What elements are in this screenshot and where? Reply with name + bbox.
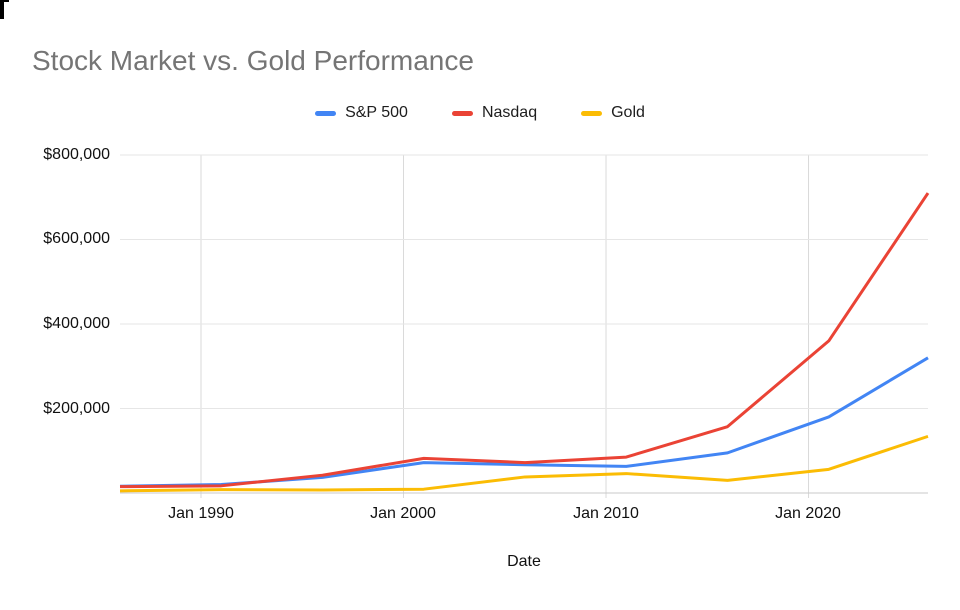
legend-swatch-gold	[581, 110, 603, 116]
x-tick-jan-2020: Jan 2020	[775, 505, 841, 522]
chart-title: Stock Market vs. Gold Performance	[32, 45, 474, 76]
series-line-gold	[119, 434, 929, 493]
legend-label-sp500: S&P 500	[345, 104, 408, 121]
window-corner-mark	[0, 0, 9, 19]
legend-item-gold: Gold	[581, 104, 645, 122]
chart-legend: S&P 500 Nasdaq Gold	[0, 102, 960, 124]
y-tick-600000: $600,000	[43, 230, 110, 247]
series-line-nasdaq	[119, 192, 930, 489]
legend-label-nasdaq: Nasdaq	[481, 104, 538, 121]
y-tick-400000: $400,000	[43, 315, 110, 332]
series-line-s-p-500	[119, 356, 929, 488]
x-axis-title: Date	[507, 553, 541, 570]
legend-swatch-nasdaq	[451, 110, 473, 116]
x-tick-jan-1990: Jan 1990	[168, 505, 234, 522]
y-tick-200000: $200,000	[43, 400, 110, 417]
legend-item-sp500: S&P 500	[315, 104, 408, 122]
x-tick-jan-2000: Jan 2000	[370, 505, 436, 522]
x-tick-jan-2010: Jan 2010	[573, 505, 639, 522]
legend-swatch-sp500	[315, 110, 337, 116]
legend-item-nasdaq: Nasdaq	[451, 104, 538, 122]
y-tick-800000: $800,000	[43, 146, 110, 163]
legend-label-gold: Gold	[611, 104, 645, 121]
